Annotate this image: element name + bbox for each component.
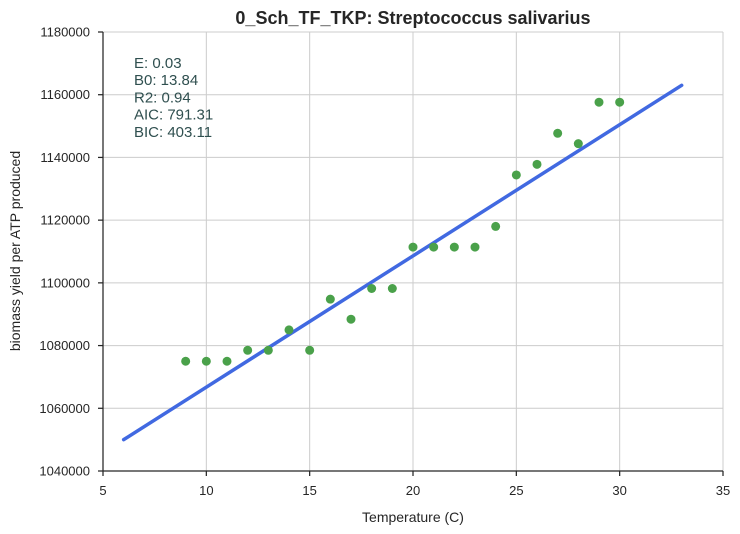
data-point [449, 242, 459, 252]
data-point [305, 345, 315, 355]
fit-line [121, 83, 684, 442]
data-point [367, 284, 377, 294]
data-point [408, 242, 418, 252]
x-tick-label: 20 [406, 483, 420, 498]
data-point [222, 356, 232, 366]
chart-title: 0_Sch_TF_TKP: Streptococcus salivarius [235, 8, 590, 28]
data-point [243, 345, 253, 355]
data-point [491, 221, 501, 231]
y-tick-label: 1180000 [40, 25, 90, 40]
data-point [263, 345, 273, 355]
data-points [181, 97, 625, 366]
x-tick-label: 30 [612, 483, 626, 498]
x-tick-label: 5 [99, 483, 106, 498]
data-point [181, 356, 191, 366]
data-point [470, 242, 480, 252]
x-tick-label: 10 [199, 483, 213, 498]
data-point [429, 242, 439, 252]
y-axis-label: biomass yield per ATP produced [7, 151, 23, 351]
fit-stat-line: BIC: 403.11 [134, 124, 212, 141]
x-tick-label: 15 [302, 483, 316, 498]
data-point [594, 97, 604, 107]
ticks: 5 10 15 20 25 30 35 1040000 1060000 1080000 110000… [39, 25, 730, 499]
data-point [532, 159, 542, 169]
data-point [553, 128, 563, 138]
fit-line-layer [121, 83, 684, 442]
data-point [615, 97, 625, 107]
fit-stat-line: R2: 0.94 [134, 89, 191, 106]
y-tick-label: 1160000 [40, 87, 90, 102]
fit-stat-line: B0: 13.84 [134, 72, 198, 89]
y-tick-label: 1120000 [40, 213, 90, 228]
x-axis-label: Temperature (C) [362, 509, 464, 525]
data-point [387, 284, 397, 294]
fit-stat-line: AIC: 791.31 [134, 107, 213, 124]
data-point [201, 356, 211, 366]
fit-stat-line: E: 0.03 [134, 55, 182, 72]
x-tick-label: 35 [716, 483, 730, 498]
data-point [325, 294, 335, 304]
data-point [346, 314, 356, 324]
data-point [573, 139, 583, 149]
y-tick-label: 1040000 [39, 464, 90, 479]
y-tick-label: 1140000 [40, 150, 90, 165]
y-tick-label: 1080000 [39, 338, 90, 353]
y-tick-label: 1060000 [39, 401, 90, 416]
data-point [284, 325, 294, 335]
x-tick-label: 25 [509, 483, 523, 498]
data-point [511, 170, 521, 180]
y-tick-label: 1100000 [40, 275, 90, 290]
